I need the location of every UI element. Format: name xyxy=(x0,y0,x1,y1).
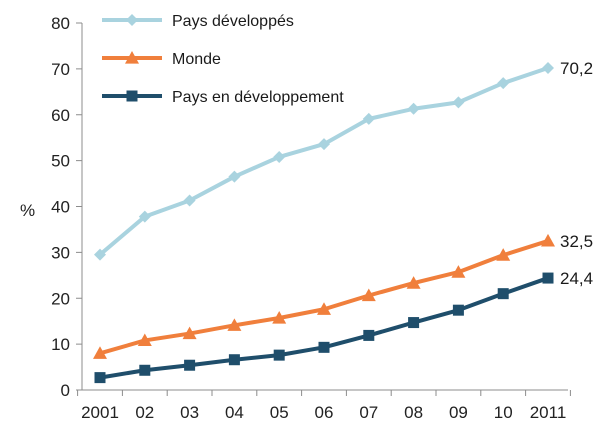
data-point xyxy=(451,265,466,278)
y-tick-label: 0 xyxy=(61,381,70,400)
data-point xyxy=(363,329,375,341)
series-end-label: 32,5 xyxy=(560,232,593,251)
data-point xyxy=(272,310,287,324)
legend-label: Pays développés xyxy=(172,13,294,30)
series-2: 24,4 xyxy=(94,269,593,384)
x-tick-label: 04 xyxy=(225,403,244,422)
data-point xyxy=(361,288,376,302)
legend-item: Pays en développement xyxy=(102,89,344,106)
data-point xyxy=(452,304,464,316)
legend-marker xyxy=(126,90,138,102)
legend-item: Monde xyxy=(102,51,221,68)
series-0: 70,2 xyxy=(94,59,593,261)
data-point xyxy=(228,354,240,366)
data-point xyxy=(541,233,555,247)
y-tick-label: 30 xyxy=(51,243,70,262)
y-tick-label: 40 xyxy=(51,198,70,217)
y-axis: 0 10 20 30 40 50 60 70 80 xyxy=(51,14,83,400)
data-point xyxy=(273,150,286,163)
data-point xyxy=(94,372,106,384)
data-point xyxy=(496,248,511,261)
legend: Pays développés Monde Pays en développemen… xyxy=(102,13,344,106)
data-point xyxy=(497,77,510,90)
y-tick-label: 20 xyxy=(51,289,70,308)
data-point xyxy=(497,288,509,300)
x-tick-label: 10 xyxy=(494,403,513,422)
data-point xyxy=(408,317,420,329)
data-point xyxy=(139,364,151,376)
legend-marker xyxy=(126,14,138,26)
series-end-label: 70,2 xyxy=(560,59,593,78)
series-line xyxy=(99,238,549,356)
legend-item: Pays développés xyxy=(102,13,294,30)
y-tick-label: 50 xyxy=(51,152,70,171)
data-point xyxy=(407,102,420,115)
data-point xyxy=(406,276,421,289)
data-point xyxy=(228,170,241,183)
series-line xyxy=(99,276,549,380)
data-point xyxy=(227,318,242,331)
data-point xyxy=(318,138,330,151)
data-point xyxy=(318,341,330,353)
data-point xyxy=(93,346,107,359)
x-tick-label: 2001 xyxy=(81,403,119,422)
x-tick-label: 2011 xyxy=(530,403,567,422)
data-point xyxy=(138,210,151,223)
data-point xyxy=(183,194,196,207)
x-tick-label: 07 xyxy=(359,403,378,422)
legend-label: Pays en développement xyxy=(172,89,344,106)
data-point xyxy=(137,333,152,347)
y-tick-label: 10 xyxy=(51,335,70,354)
legend-label: Monde xyxy=(172,51,221,68)
x-tick-label: 06 xyxy=(315,403,334,422)
y-axis-label: % xyxy=(20,201,35,220)
x-tick-label: 05 xyxy=(270,403,289,422)
data-point xyxy=(317,302,331,315)
x-tick-label: 08 xyxy=(404,403,423,422)
series-end-label: 24,4 xyxy=(560,269,593,288)
series-1: 32,5 xyxy=(93,232,593,359)
x-tick-label: 03 xyxy=(180,403,199,422)
y-tick-label: 60 xyxy=(51,106,70,125)
data-point xyxy=(542,61,554,74)
data-point xyxy=(273,349,285,361)
data-point xyxy=(184,359,196,371)
data-point xyxy=(362,112,375,125)
x-axis: 2001 02 03 04 05 06 07 08 09 10 2011 xyxy=(77,389,571,422)
y-tick-label: 80 xyxy=(51,14,70,33)
legend-marker xyxy=(125,51,139,64)
data-point xyxy=(542,272,554,284)
x-tick-label: 02 xyxy=(135,403,154,422)
series-layer: 70,2 32,5 24,4 xyxy=(93,59,593,384)
data-point xyxy=(94,248,106,261)
y-tick-label: 70 xyxy=(51,60,70,79)
x-tick-label: 09 xyxy=(449,403,468,422)
data-point xyxy=(452,96,465,109)
data-point xyxy=(182,326,197,340)
